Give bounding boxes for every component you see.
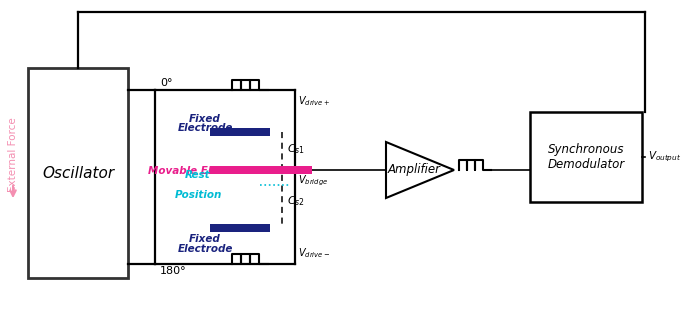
Text: $C_{s1}$: $C_{s1}$ xyxy=(287,142,305,156)
Text: 180°: 180° xyxy=(160,266,187,276)
Bar xyxy=(210,224,270,232)
Text: Oscillator: Oscillator xyxy=(42,166,114,180)
Text: Movable Electrode: Movable Electrode xyxy=(148,166,256,176)
Text: Synchronous
Demodulator: Synchronous Demodulator xyxy=(547,143,624,171)
Text: Amplifier: Amplifier xyxy=(388,164,440,177)
Bar xyxy=(28,68,128,278)
Text: 0°: 0° xyxy=(160,78,172,88)
Text: Fixed: Fixed xyxy=(189,114,221,124)
Text: Rest: Rest xyxy=(186,170,211,180)
Text: $V_{drive-}$: $V_{drive-}$ xyxy=(298,246,330,260)
Text: $V_{drive+}$: $V_{drive+}$ xyxy=(298,94,330,108)
Bar xyxy=(210,128,270,136)
Text: Electrode: Electrode xyxy=(177,244,232,254)
Text: Position: Position xyxy=(174,190,222,200)
Bar xyxy=(530,112,642,202)
Text: External Force: External Force xyxy=(8,118,18,192)
Text: $C_{s2}$: $C_{s2}$ xyxy=(287,194,305,208)
Text: Fixed: Fixed xyxy=(189,234,221,244)
Bar xyxy=(210,166,312,174)
Text: Electrode: Electrode xyxy=(177,123,232,133)
Text: $V_{bridge}$: $V_{bridge}$ xyxy=(298,174,328,188)
Text: $V_{output}$: $V_{output}$ xyxy=(648,150,681,164)
